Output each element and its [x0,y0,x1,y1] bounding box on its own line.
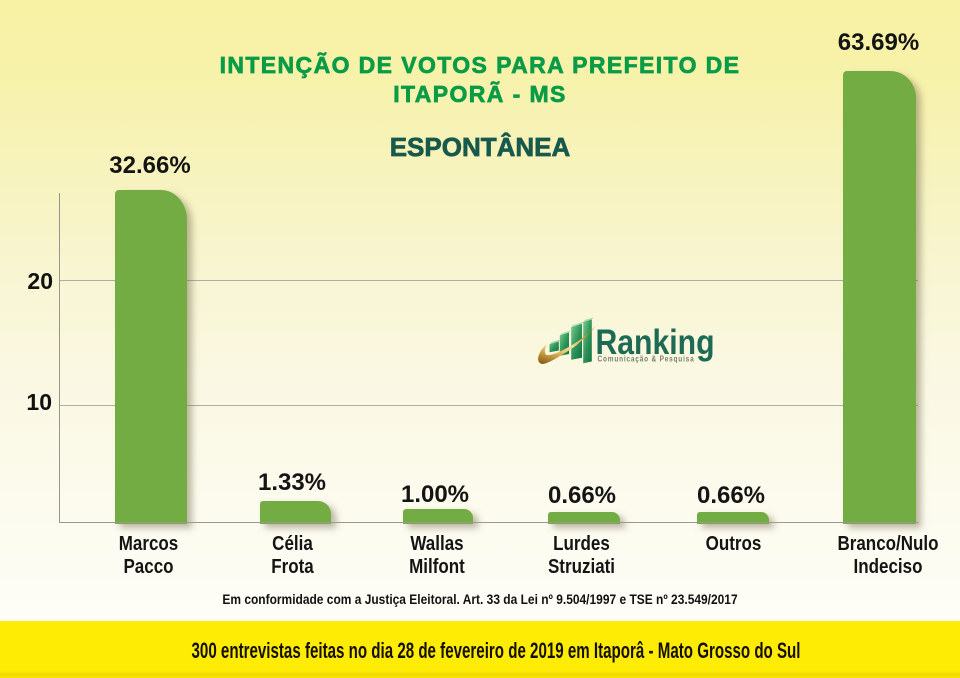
svg-text:Comunicação & Pesquisa: Comunicação & Pesquisa [598,355,695,364]
svg-text:Ranking: Ranking [596,323,715,362]
